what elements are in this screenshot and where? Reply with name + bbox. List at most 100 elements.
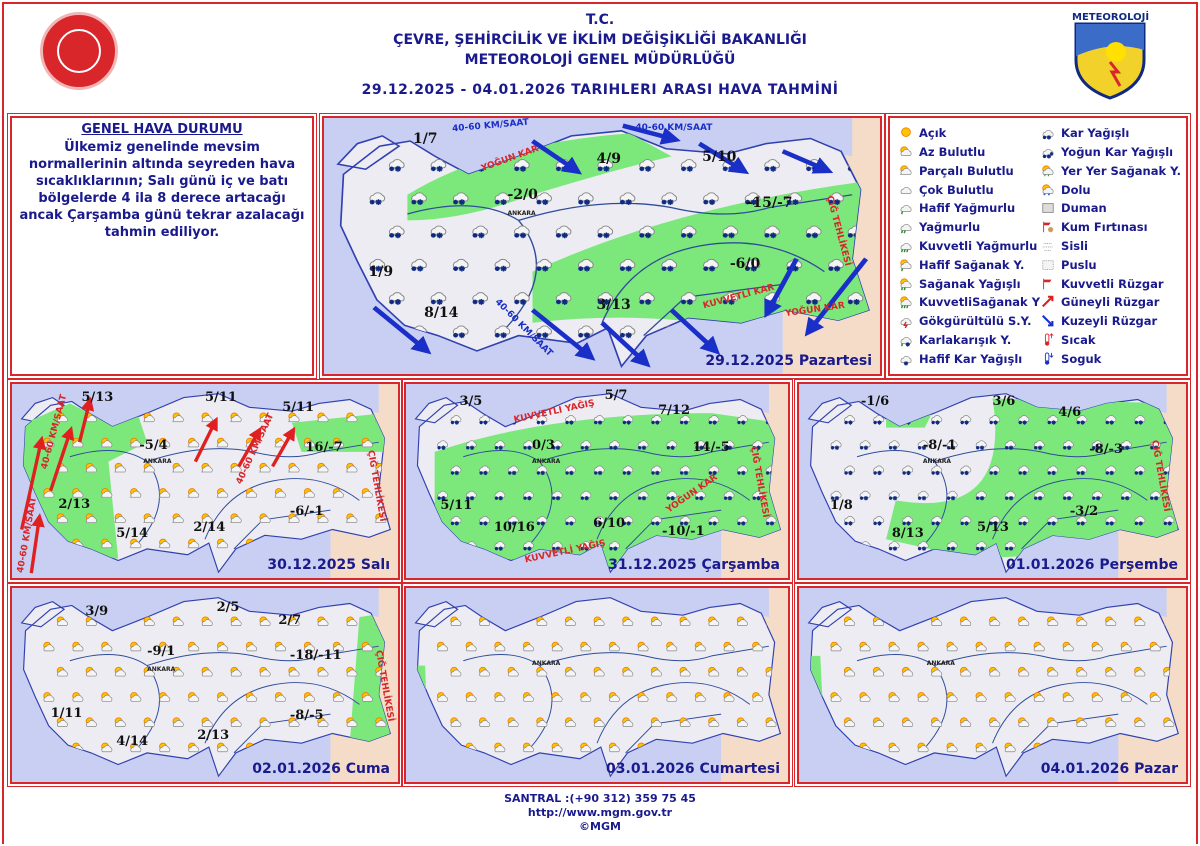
snow-icon	[1149, 541, 1161, 551]
south-wind-icon	[1042, 295, 1054, 308]
header-directorate: METEOROLOJİ GENEL MÜDÜRLÜĞÜ	[464, 52, 736, 68]
legend-label: Dolu	[1061, 182, 1091, 197]
legend-label: Kar Yağışlı	[1061, 126, 1130, 141]
snow-icon	[680, 292, 697, 305]
snow-icon	[388, 292, 405, 305]
snow-icon	[960, 415, 972, 425]
sun-cloud-icon	[580, 742, 592, 753]
partly-cloudy-icon	[129, 488, 142, 498]
snow-icon	[752, 490, 764, 501]
partly-cloudy-icon	[230, 513, 242, 523]
snow-icon	[805, 225, 822, 239]
city-label: ANKARA	[926, 659, 955, 667]
sun-cloud-icon	[288, 666, 300, 677]
temp-label: -15/-7	[746, 194, 793, 211]
south-wind-arrow-icon	[271, 426, 296, 468]
sun-cloud-icon	[608, 742, 620, 753]
snow-icon	[1018, 465, 1030, 476]
sun-cloud-icon	[361, 641, 373, 652]
map-panel-day-1: 1/7 4/9 5/10 -2/0 ANKARA -15/-7 1/9 8/14…	[319, 113, 885, 379]
sun-cloud-icon	[946, 742, 958, 753]
temp-label: -6/0	[729, 256, 761, 273]
snow-icon	[639, 225, 655, 239]
snow-icon	[931, 516, 943, 526]
temp-label: 5/11	[282, 399, 315, 415]
sun-cloud-icon	[975, 641, 987, 652]
temp-label: 2/14	[193, 519, 226, 535]
snow-icon	[536, 415, 548, 425]
snow-icon	[1062, 490, 1074, 501]
sun-cloud-icon	[622, 616, 634, 626]
partly-cloudy-icon	[259, 412, 271, 423]
sun-cloud-icon	[917, 692, 929, 702]
sun-cloud-icon	[1047, 666, 1059, 677]
snow-icon	[828, 325, 844, 339]
sun-cloud-icon	[650, 717, 662, 727]
snow-icon	[1076, 465, 1088, 476]
turkey-map	[406, 384, 782, 578]
snow-icon	[507, 516, 519, 526]
sun-cloud-icon	[946, 641, 958, 652]
sun-cloud-icon	[1076, 616, 1088, 626]
legend-item-light-snow: Hafif Kar Yağışlı	[898, 349, 1040, 368]
legend-label: Sisli	[1061, 238, 1088, 253]
snow-icon	[514, 292, 530, 305]
snow-icon	[430, 292, 447, 305]
light-shower-icon	[900, 259, 912, 272]
sun-cloud-icon	[72, 641, 84, 652]
sun-cloud-icon	[1149, 641, 1161, 652]
snow-icon	[888, 440, 900, 450]
snow-icon	[651, 415, 662, 425]
snow-icon	[847, 292, 864, 305]
snow-icon	[1105, 415, 1117, 425]
snow-icon	[1047, 516, 1059, 526]
sun-cloud-icon	[901, 666, 914, 677]
snow-icon	[786, 325, 803, 339]
snow-icon	[465, 440, 477, 450]
partly-cloudy-icon	[899, 165, 912, 175]
footer-url[interactable]: http://www.mgm.gov.tr	[527, 806, 673, 819]
snow-icon	[577, 192, 594, 205]
snow-icon	[551, 440, 563, 450]
turkey-map	[406, 588, 782, 782]
snow-icon	[452, 325, 469, 339]
snow-icon	[479, 465, 490, 476]
legend-label: Duman	[1061, 201, 1107, 216]
partly-cloudy-icon	[100, 538, 113, 549]
sandstorm-icon	[1043, 221, 1054, 233]
footer: SANTRAL :(+90 312) 359 75 45 http://www.…	[0, 792, 1200, 834]
snow-icon	[597, 292, 614, 305]
map-panel-day-3: 3/5 5/7 7/12 0/3 ANKARA 14/-5 5/11 10/16…	[401, 379, 793, 583]
sun-cloud-icon	[375, 616, 387, 626]
snow-icon	[1004, 541, 1016, 551]
legend-column-left: Açık Az Bulutlu Parçalı Bulutlu Çok Bulutlu…	[898, 124, 1040, 368]
sun-cloud-icon	[608, 641, 620, 652]
header: T.C. ÇEVRE, ŞEHİRCİLİK VE İKLİM DEĞİŞİKL…	[200, 10, 1000, 100]
partly-cloudy-icon	[274, 488, 287, 498]
snow-icon	[666, 440, 678, 450]
sun-cloud-icon	[536, 666, 548, 677]
temp-label: -3/2	[1069, 504, 1099, 520]
legend-item-sleet: Karlakarışık Y.	[898, 330, 1040, 349]
general-title: GENEL HAVA DURUMU	[81, 122, 243, 137]
sun-cloud-icon	[436, 641, 448, 652]
legend-label: Kuzeyli Rüzgar	[1061, 314, 1158, 329]
sun-cloud-icon	[85, 717, 97, 727]
snow-icon	[708, 465, 720, 476]
snow-icon	[555, 225, 572, 239]
sun-cloud-icon	[723, 641, 735, 652]
south-wind-arrow-icon	[237, 426, 262, 468]
snow-icon	[1105, 465, 1117, 476]
snow-icon	[430, 225, 447, 239]
sun-cloud-icon	[1004, 742, 1016, 753]
partly-cloudy-icon	[361, 538, 373, 549]
map-panel-day-5: 3/9 2/5 2/7 -9/1 ANKARA -18/-11 1/11 4/1…	[7, 583, 403, 787]
temp-label: 2/13	[197, 727, 230, 743]
snow-icon	[847, 159, 864, 172]
snow-icon	[450, 465, 462, 476]
snow-icon	[609, 541, 620, 551]
legend-item-shower: Sağanak Yağışlı	[898, 274, 1040, 293]
snow-icon	[723, 490, 735, 501]
partly-cloudy-icon	[114, 513, 126, 523]
sun-cloud-icon	[216, 742, 229, 753]
